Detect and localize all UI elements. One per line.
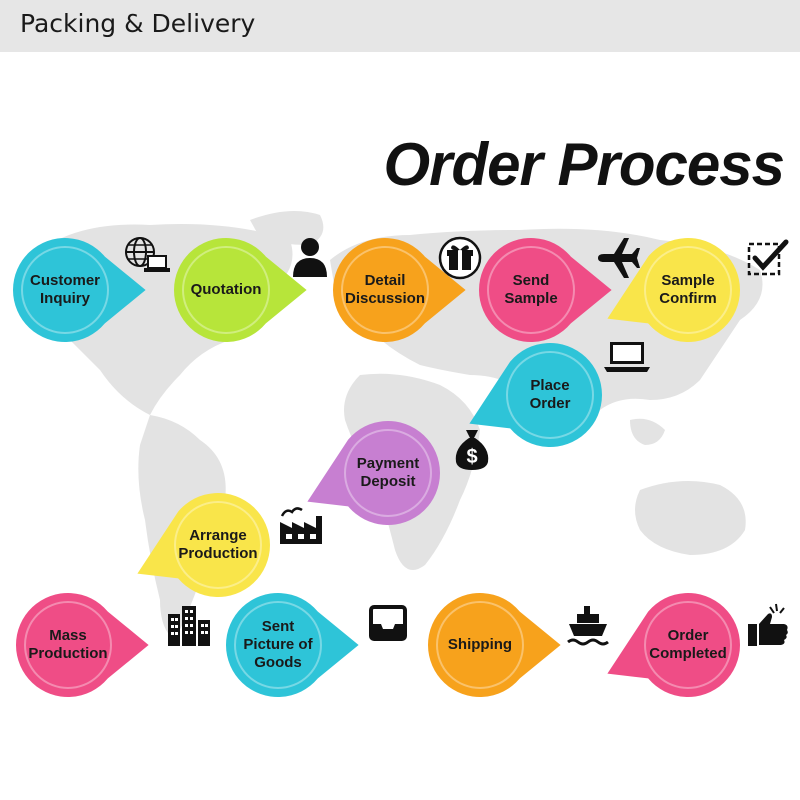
step-label-line: Inquiry bbox=[39, 290, 90, 307]
step-pin-shape bbox=[137, 493, 270, 597]
step-label-line: Goods bbox=[254, 654, 302, 671]
step-customer-inquiry: Customer Inquiry bbox=[0, 200, 155, 380]
person-icon bbox=[290, 236, 330, 278]
step-label-line: Order bbox=[667, 627, 709, 644]
checkbox-icon bbox=[746, 238, 790, 278]
step-pin-shape bbox=[307, 421, 440, 525]
svg-text:$: $ bbox=[466, 446, 477, 468]
step-label: Arrange Production bbox=[128, 455, 308, 635]
step-label-line: Send bbox=[512, 272, 550, 289]
factory-icon bbox=[278, 502, 324, 546]
step-detail-discussion: Detail Discussion bbox=[295, 200, 475, 380]
step-pin-shape bbox=[607, 593, 740, 697]
step-arrange-production: Arrange Production bbox=[128, 455, 308, 635]
buildings-icon bbox=[166, 604, 212, 646]
header-bar: Packing & Delivery bbox=[0, 0, 800, 52]
step-label-line: Payment bbox=[356, 455, 420, 472]
step-pin-shape bbox=[12, 238, 146, 342]
step-order-completed: Order Completed bbox=[598, 555, 778, 735]
step-send-sample: Send Sample bbox=[441, 200, 621, 380]
airplane-icon bbox=[594, 236, 642, 280]
step-payment-deposit: Payment Deposit bbox=[298, 383, 478, 563]
step-label-line: Order bbox=[529, 395, 571, 412]
step-quotation: Quotation bbox=[136, 200, 316, 380]
step-label-line: Arrange bbox=[189, 527, 247, 544]
step-label: Sample Confirm bbox=[598, 200, 778, 380]
step-label-line: Discussion bbox=[344, 290, 426, 307]
step-label: Place Order bbox=[460, 305, 640, 485]
step-label-line: Sent bbox=[261, 618, 295, 635]
step-label-line: Customer bbox=[29, 272, 100, 289]
step-pin-shape bbox=[469, 343, 602, 447]
step-label: Sent Picture of Goods bbox=[188, 555, 368, 735]
step-pin-shape bbox=[428, 593, 561, 697]
inbox-tray-icon bbox=[368, 604, 408, 642]
gift-icon bbox=[438, 236, 482, 280]
step-sample-confirm: Sample Confirm bbox=[598, 200, 778, 380]
step-label: Shipping bbox=[390, 555, 570, 735]
step-place-order: Place Order bbox=[460, 305, 640, 485]
step-label-line: Production bbox=[28, 645, 108, 662]
step-pin-shape bbox=[607, 238, 740, 342]
step-label: Detail Discussion bbox=[295, 200, 475, 380]
page-title: Packing & Delivery bbox=[20, 9, 256, 38]
step-label-line: Confirm bbox=[659, 290, 717, 307]
step-label-line: Production bbox=[178, 545, 258, 562]
step-pin-shape bbox=[479, 238, 612, 342]
step-label-line: Sample bbox=[504, 290, 558, 307]
step-mass-production: Mass Production bbox=[0, 555, 158, 735]
step-pin-shape bbox=[333, 238, 466, 342]
step-label: Quotation bbox=[136, 200, 316, 380]
step-label: Order Completed bbox=[598, 555, 778, 735]
step-pin-shape bbox=[15, 593, 149, 697]
step-label-line: Sample bbox=[661, 272, 715, 289]
step-label-line: Picture of bbox=[243, 636, 313, 653]
step-pin-shape bbox=[226, 593, 359, 697]
step-label-line: Detail bbox=[364, 272, 406, 289]
step-label-line: Place bbox=[530, 377, 570, 394]
step-label-line: Shipping bbox=[447, 636, 513, 653]
step-label-line: Mass bbox=[49, 627, 87, 644]
step-label: Mass Production bbox=[0, 555, 158, 735]
step-pin-shape bbox=[174, 238, 307, 342]
step-label-line: Quotation bbox=[190, 281, 262, 298]
laptop-icon bbox=[604, 340, 650, 374]
ship-icon bbox=[566, 604, 610, 648]
step-label-line: Deposit bbox=[360, 473, 416, 490]
step-label: Customer Inquiry bbox=[0, 200, 155, 380]
step-label-line: Completed bbox=[649, 645, 727, 662]
diagram-title: Order Process bbox=[383, 131, 785, 198]
step-label: Send Sample bbox=[441, 200, 621, 380]
step-label: Payment Deposit bbox=[298, 383, 478, 563]
thumbs-up-icon bbox=[746, 602, 792, 650]
globe-laptop-icon bbox=[124, 236, 172, 276]
money-bag-icon: $ bbox=[452, 426, 492, 472]
step-sent-picture-of-goods: Sent Picture of Goods bbox=[188, 555, 368, 735]
step-shipping: Shipping bbox=[390, 555, 570, 735]
